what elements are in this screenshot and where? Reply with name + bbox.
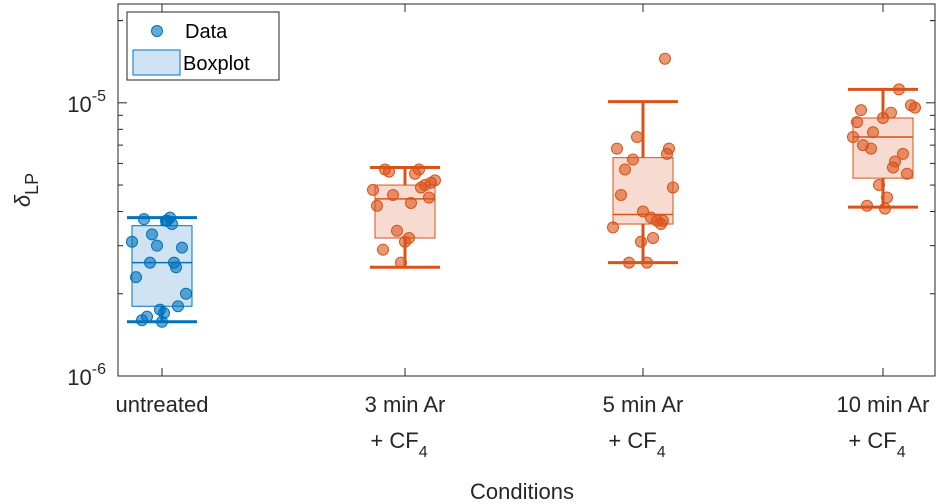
data-point — [635, 235, 647, 248]
x-tick-label-line2: + CF4 — [608, 428, 665, 461]
data-point — [851, 116, 863, 129]
data-point — [879, 202, 891, 215]
data-point — [415, 181, 427, 194]
legend: Data Boxplot — [126, 11, 280, 81]
data-point — [885, 106, 897, 119]
y-axis-title: δLP — [10, 173, 42, 207]
x-tick-label-subscript: 4 — [419, 444, 428, 461]
x-tick-label-subscript: 4 — [657, 444, 666, 461]
data-point — [170, 261, 182, 274]
x-tick-label-line2-text: + CF — [848, 428, 896, 453]
data-point — [619, 163, 631, 176]
x-tick-label-line1: 5 min Ar — [603, 392, 684, 417]
data-point — [126, 235, 138, 248]
data-point — [172, 300, 184, 313]
data-point — [867, 126, 879, 139]
data-point — [377, 243, 389, 256]
data-point — [611, 142, 623, 155]
data-point — [607, 221, 619, 234]
data-point — [405, 196, 417, 209]
y-tick-label: 10-6 — [67, 361, 106, 390]
data-point — [180, 287, 192, 300]
data-point — [158, 307, 170, 320]
x-tick-label-line2: + CF4 — [848, 428, 905, 461]
data-point — [423, 191, 435, 204]
data-point — [161, 214, 173, 227]
x-axis-title: Conditions — [470, 479, 574, 504]
data-point — [857, 139, 869, 152]
data-point — [901, 167, 913, 180]
data-point — [623, 256, 635, 269]
data-point — [138, 213, 150, 226]
data-point — [631, 130, 643, 143]
y-tick-base: 10 — [67, 92, 91, 117]
data-point — [657, 214, 669, 227]
data-point — [379, 163, 391, 176]
data-point — [151, 239, 163, 252]
legend-box-marker — [132, 49, 181, 76]
y-tick-exponent: -5 — [92, 88, 106, 105]
data-point — [893, 83, 905, 96]
data-point — [176, 241, 188, 254]
y-axis-title-subscript: LP — [22, 173, 42, 195]
legend-label-boxplot: Boxplot — [183, 53, 250, 75]
x-tick-label-line1: 10 min Ar — [837, 392, 930, 417]
data-point — [413, 163, 425, 176]
data-point — [136, 314, 148, 327]
data-point — [645, 211, 657, 224]
x-tick-label-line1: untreated — [116, 392, 209, 417]
data-point — [667, 181, 679, 194]
x-tick-label-line1: 3 min Ar — [365, 392, 446, 417]
legend-label-data: Data — [185, 21, 228, 43]
y-axis-title-symbol: δ — [10, 194, 35, 207]
data-point — [130, 271, 142, 284]
data-point — [391, 224, 403, 237]
data-point — [395, 256, 407, 269]
y-tick-exponent: -6 — [92, 361, 106, 378]
data-point — [881, 191, 893, 204]
axes-frame — [117, 3, 936, 377]
data-point — [615, 188, 627, 201]
x-tick-label-line2: + CF4 — [370, 428, 427, 461]
data-point — [861, 199, 873, 212]
data-point — [659, 52, 671, 65]
data-point — [887, 161, 899, 174]
data-point — [371, 199, 383, 212]
y-tick-base: 10 — [67, 365, 91, 390]
data-point — [855, 104, 867, 117]
data-point — [661, 147, 673, 160]
data-point — [367, 183, 379, 196]
x-tick-label-subscript: 4 — [897, 444, 906, 461]
data-point — [403, 232, 415, 245]
data-point — [909, 101, 921, 114]
data-point — [873, 179, 885, 192]
data-point — [641, 256, 653, 269]
data-point — [847, 130, 859, 143]
data-point — [387, 188, 399, 201]
data-point — [429, 174, 441, 187]
x-tick-label-line2-text: + CF — [608, 428, 656, 453]
x-tick-label-line2-text: + CF — [370, 428, 418, 453]
legend-data-marker — [151, 25, 163, 37]
data-point — [146, 228, 158, 241]
data-point — [647, 232, 659, 245]
data-point — [627, 153, 639, 166]
data-point — [897, 147, 909, 160]
data-point — [144, 256, 156, 269]
y-tick-label: 10-5 — [67, 88, 106, 117]
data-point — [637, 205, 649, 218]
